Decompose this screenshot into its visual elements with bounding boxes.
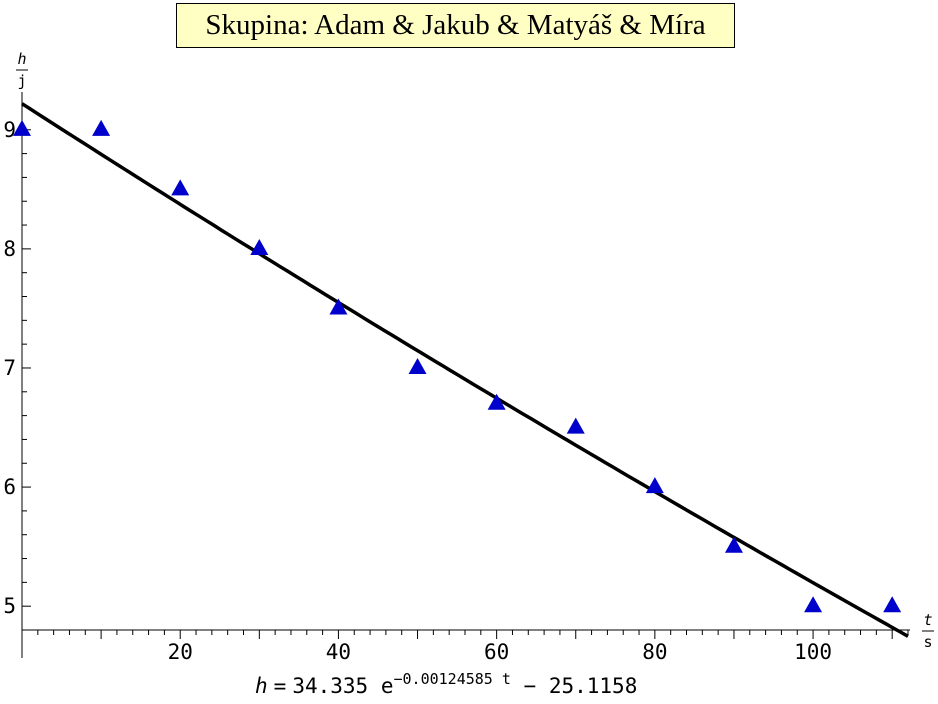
data-point bbox=[92, 119, 111, 136]
formula-tail: − 25.1158 bbox=[523, 674, 638, 698]
axis-units: h j t s bbox=[16, 50, 934, 651]
fit-line bbox=[21, 102, 909, 638]
ticks bbox=[22, 105, 909, 639]
data-point bbox=[171, 179, 190, 196]
data-point bbox=[13, 119, 31, 136]
data-point bbox=[487, 393, 506, 410]
y-tick-label: 7 bbox=[3, 356, 16, 380]
data-point bbox=[883, 596, 902, 613]
data-point bbox=[329, 298, 348, 315]
formula-equals: = bbox=[273, 674, 287, 698]
formula-exponent: −0.00124585 t bbox=[393, 670, 511, 688]
x-unit-numerator: t bbox=[923, 611, 932, 629]
chart-title: Skupina: Adam & Jakub & Matyáš & Míra bbox=[176, 3, 735, 48]
data-point bbox=[566, 417, 585, 434]
y-tick-label: 5 bbox=[3, 594, 16, 618]
x-tick-label: 60 bbox=[484, 640, 509, 664]
data-point bbox=[724, 536, 743, 553]
x-tick-label: 100 bbox=[794, 640, 832, 664]
data-point bbox=[804, 596, 823, 613]
y-tick-label: 9 bbox=[3, 118, 16, 142]
x-unit-denominator: s bbox=[923, 633, 932, 651]
y-unit-denominator: j bbox=[17, 72, 26, 90]
data-point bbox=[645, 477, 664, 494]
fit-curve bbox=[21, 102, 909, 638]
y-unit-numerator: h bbox=[17, 50, 26, 68]
x-tick-label: 80 bbox=[642, 640, 667, 664]
formula-coefficient: 34.335 bbox=[292, 674, 369, 698]
fit-formula: h = 34.335 e−0.00124585 t − 25.1158 bbox=[255, 670, 638, 704]
formula-base: e bbox=[380, 674, 394, 698]
data-points bbox=[13, 119, 902, 613]
y-tick-label: 6 bbox=[3, 475, 16, 499]
formula-lhs: h bbox=[255, 674, 268, 698]
data-point bbox=[408, 358, 427, 375]
x-tick-label: 40 bbox=[326, 640, 351, 664]
data-point bbox=[250, 238, 269, 255]
y-tick-label: 8 bbox=[3, 237, 16, 261]
tick-labels: 20 40 60 80 100 5 6 7 8 9 bbox=[3, 118, 832, 664]
x-tick-label: 20 bbox=[168, 640, 193, 664]
axes bbox=[21, 92, 910, 658]
